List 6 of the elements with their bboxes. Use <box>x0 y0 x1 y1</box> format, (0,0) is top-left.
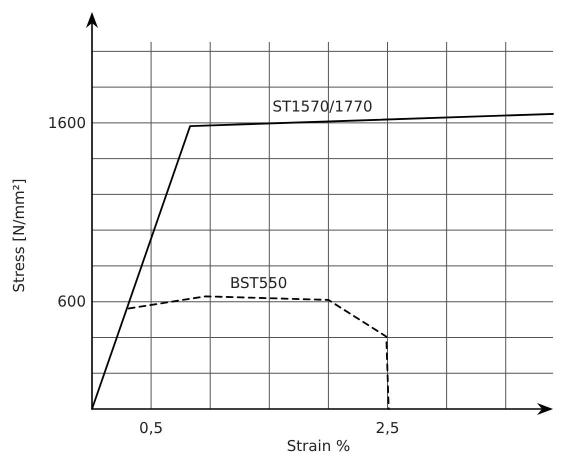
x-axis-title: Strain % <box>286 437 350 455</box>
y-tick-label: 600 <box>57 292 86 311</box>
y-axis-title: Stress [N/mm²] <box>10 178 28 293</box>
y-tick-label: 1600 <box>48 114 86 132</box>
x-tick-label: 0,5 <box>139 419 164 437</box>
x-tick-label: 2,5 <box>376 419 400 437</box>
